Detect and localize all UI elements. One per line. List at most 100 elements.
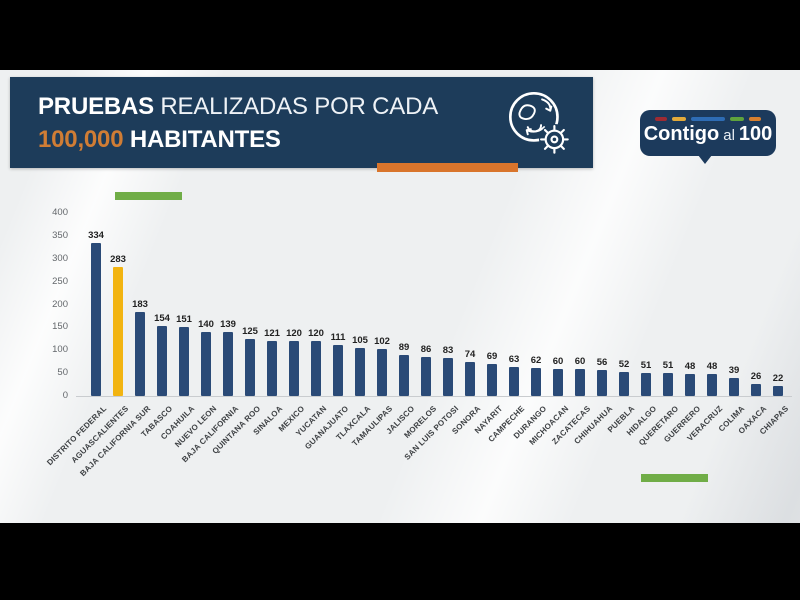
bar-chiapas — [773, 386, 783, 396]
y-axis-tick-label: 200 — [52, 298, 68, 310]
bar-distrito-federal — [91, 243, 101, 396]
y-axis-tick-label: 300 — [52, 252, 68, 264]
y-axis-tick-label: 50 — [57, 367, 68, 379]
bar-sonora — [465, 362, 475, 396]
bar-value-label: 60 — [574, 356, 586, 367]
bar-value-label: 51 — [640, 360, 652, 371]
green-accent-bar-top — [115, 192, 182, 200]
bar-value-label: 140 — [198, 319, 214, 330]
letterbox-bottom — [0, 523, 800, 600]
bar-value-label: 86 — [420, 344, 432, 355]
bar-sinaloa — [267, 341, 277, 396]
y-axis-tick-label: 100 — [52, 344, 68, 356]
bar-chart: 0 50 100 150 200 250 300 350 400 334 DISTRITO FEDE… — [0, 70, 800, 523]
title-word-habitantes: HABITANTES — [123, 126, 281, 153]
bar-value-label: 105 — [352, 335, 368, 346]
bar-durango — [531, 368, 541, 396]
title-rest: REALIZADAS POR CADA — [153, 93, 439, 120]
y-axis-tick-label: 0 — [62, 390, 68, 401]
bar-value-label: 48 — [706, 361, 718, 372]
x-axis-line — [76, 396, 792, 397]
bar-value-label: 48 — [684, 361, 696, 372]
bar-baja-california — [223, 332, 233, 396]
bar-value-label: 154 — [154, 313, 170, 324]
logo-dash — [749, 117, 761, 121]
bar-michoacan — [553, 369, 563, 396]
contigo-al-100-logo: Contigo al 100 — [640, 110, 776, 164]
title-line-1: PRUEBAS REALIZADAS POR CADA — [38, 90, 438, 123]
bar-value-label: 121 — [264, 328, 280, 339]
bar-value-label: 139 — [220, 319, 236, 330]
logo-word-contigo: Contigo — [643, 123, 720, 145]
logo-text: Contigo al 100 — [640, 123, 776, 146]
bar-queretaro — [663, 373, 673, 396]
logo-word-100: 100 — [738, 123, 773, 145]
logo-color-dashes — [640, 117, 776, 121]
bar-value-label: 120 — [308, 328, 324, 339]
bar-campeche — [509, 367, 519, 396]
bar-hidalgo — [641, 373, 651, 396]
y-axis-tick-label: 350 — [52, 229, 68, 241]
bar-guerrero — [685, 374, 695, 396]
header-banner: PRUEBAS REALIZADAS POR CADA 100,000 HABI… — [10, 77, 593, 168]
bar-value-label: 283 — [110, 254, 126, 265]
bar-tabasco — [157, 326, 167, 396]
bar-oaxaca — [751, 384, 761, 396]
bar-value-label: 22 — [772, 373, 784, 384]
orange-accent-bar — [377, 163, 518, 172]
title-number: 100,000 — [38, 126, 124, 153]
logo-dash — [672, 117, 686, 121]
bar-value-label: 62 — [530, 355, 542, 366]
slide: PRUEBAS REALIZADAS POR CADA 100,000 HABI… — [0, 70, 800, 523]
bar-zacatecas — [575, 369, 585, 396]
bar-san-luis-potosi — [443, 358, 453, 396]
bar-value-label: 63 — [508, 354, 520, 365]
bar-coahuila — [179, 327, 189, 396]
bar-value-label: 183 — [132, 299, 148, 310]
bar-guanajuato — [333, 345, 343, 396]
bar-value-label: 69 — [486, 351, 498, 362]
bar-value-label: 125 — [242, 326, 258, 337]
bar-colima — [729, 378, 739, 396]
bar-nayarit — [487, 364, 497, 396]
bar-jalisco — [399, 355, 409, 396]
bar-quintana-roo — [245, 339, 255, 396]
y-axis-tick-label: 150 — [52, 321, 68, 333]
y-axis-tick-label: 400 — [52, 207, 68, 218]
bar-value-label: 26 — [750, 371, 762, 382]
title-line-2: 100,000 HABITANTES — [38, 123, 438, 156]
letterbox-top — [0, 0, 800, 70]
bar-value-label: 120 — [286, 328, 302, 339]
bar-value-label: 334 — [88, 230, 104, 241]
logo-dash — [655, 117, 667, 121]
bar-tamaulipas — [377, 349, 387, 396]
bar-value-label: 111 — [330, 332, 346, 343]
globe-virus-icon — [497, 82, 579, 164]
title-word-pruebas: PRUEBAS — [38, 93, 154, 120]
y-axis-tick-label: 250 — [52, 275, 68, 287]
bar-veracruz — [707, 374, 717, 396]
green-accent-bar-bottom — [641, 474, 708, 482]
bar-morelos — [421, 357, 431, 396]
logo-dash — [691, 117, 725, 121]
bar-aguascalientes — [113, 267, 123, 396]
bar-yucatan — [311, 341, 321, 396]
bar-baja-california-sur — [135, 312, 145, 396]
bar-value-label: 39 — [728, 365, 740, 376]
bar-chihuahua — [597, 370, 607, 396]
bar-value-label: 56 — [596, 357, 608, 368]
bar-puebla — [619, 372, 629, 396]
bar-value-label: 102 — [374, 336, 390, 347]
bar-tlaxcala — [355, 348, 365, 396]
bar-value-label: 151 — [176, 314, 192, 325]
bar-value-label: 89 — [398, 342, 410, 353]
bar-nuevo-leon — [201, 332, 211, 396]
bar-value-label: 52 — [618, 359, 630, 370]
bar-value-label: 83 — [442, 345, 454, 356]
logo-dash — [730, 117, 744, 121]
bar-value-label: 74 — [464, 349, 476, 360]
bar-mexico — [289, 341, 299, 396]
bar-value-label: 51 — [662, 360, 674, 371]
page-title: PRUEBAS REALIZADAS POR CADA 100,000 HABI… — [38, 90, 438, 156]
logo-word-al: al — [723, 127, 735, 144]
